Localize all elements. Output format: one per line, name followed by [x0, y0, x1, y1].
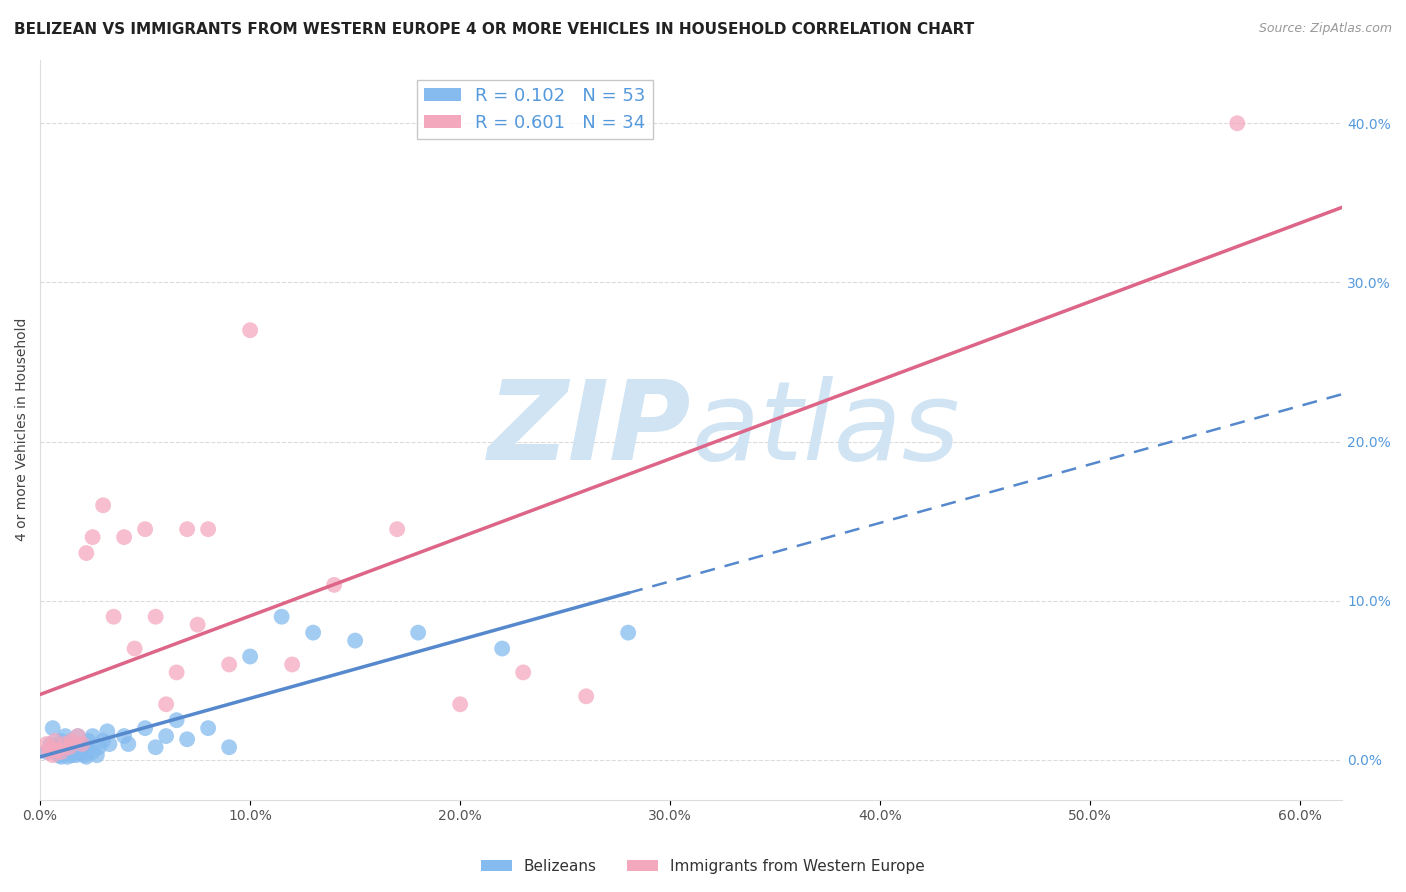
Point [449, 698, 471, 712]
Point [49, 745, 72, 759]
Point [44, 734, 66, 748]
Point [512, 665, 534, 680]
Point [60, 748, 83, 763]
Point [197, 721, 219, 735]
Point [82, 530, 104, 544]
Point [60, 734, 83, 748]
Point [65, 748, 87, 763]
Point [69, 747, 91, 761]
Point [86, 748, 108, 763]
Point [166, 665, 188, 680]
Point [87, 740, 110, 755]
Point [112, 729, 135, 743]
Point [155, 698, 177, 712]
Point [91, 734, 114, 748]
Point [112, 530, 135, 544]
Text: BELIZEAN VS IMMIGRANTS FROM WESTERN EUROPE 4 OR MORE VEHICLES IN HOUSEHOLD CORRE: BELIZEAN VS IMMIGRANTS FROM WESTERN EURO… [14, 22, 974, 37]
Point [58, 740, 80, 755]
Legend: Belizeans, Immigrants from Western Europe: Belizeans, Immigrants from Western Europ… [475, 853, 931, 880]
Point [70, 737, 93, 751]
Point [1226, 116, 1249, 130]
Point [145, 609, 167, 624]
Text: ZIP: ZIP [488, 376, 692, 483]
Point [45, 740, 67, 755]
Point [75, 740, 97, 755]
Point [385, 522, 408, 536]
Point [39, 737, 62, 751]
Point [197, 522, 219, 536]
Point [176, 522, 198, 536]
Point [75, 546, 97, 560]
Point [98, 737, 121, 751]
Point [48, 748, 70, 763]
Point [38, 745, 60, 759]
Point [96, 724, 118, 739]
Point [617, 625, 640, 640]
Point [218, 657, 240, 672]
Point [41, 721, 63, 735]
Legend: R = 0.102   N = 53, R = 0.601   N = 34: R = 0.102 N = 53, R = 0.601 N = 34 [418, 79, 652, 139]
Point [66, 729, 89, 743]
Point [35, 745, 58, 759]
Point [77, 734, 100, 748]
Point [56, 749, 79, 764]
Point [91, 498, 114, 512]
Point [49, 749, 72, 764]
Point [62, 745, 84, 759]
Point [281, 657, 304, 672]
Point [270, 609, 292, 624]
Point [75, 749, 97, 764]
Point [53, 747, 76, 761]
Point [117, 737, 139, 751]
Point [52, 740, 75, 755]
Point [53, 729, 76, 743]
Point [82, 745, 104, 759]
Point [155, 729, 177, 743]
Point [134, 522, 156, 536]
Point [239, 649, 262, 664]
Point [56, 737, 79, 751]
Text: Source: ZipAtlas.com: Source: ZipAtlas.com [1258, 22, 1392, 36]
Point [65, 737, 87, 751]
Point [44, 745, 66, 759]
Point [134, 721, 156, 735]
Y-axis label: 4 or more Vehicles in Household: 4 or more Vehicles in Household [15, 318, 30, 541]
Point [166, 713, 188, 727]
Point [239, 323, 262, 337]
Point [49, 734, 72, 748]
Point [218, 740, 240, 755]
Point [70, 737, 93, 751]
Point [66, 729, 89, 743]
Point [323, 578, 346, 592]
Point [60, 740, 83, 755]
Text: atlas: atlas [692, 376, 960, 483]
Point [82, 729, 104, 743]
Point [406, 625, 429, 640]
Point [575, 690, 598, 704]
Point [39, 740, 62, 755]
Point [45, 743, 67, 757]
Point [53, 737, 76, 751]
Point [41, 748, 63, 763]
Point [70, 745, 93, 759]
Point [176, 732, 198, 747]
Point [302, 625, 325, 640]
Point [73, 748, 96, 763]
Point [124, 641, 146, 656]
Point [187, 617, 209, 632]
Point [60, 734, 83, 748]
Point [491, 641, 513, 656]
Point [344, 633, 367, 648]
Point [145, 740, 167, 755]
Point [66, 741, 89, 756]
Point [35, 737, 58, 751]
Point [49, 745, 72, 759]
Point [103, 609, 125, 624]
Point [58, 743, 80, 757]
